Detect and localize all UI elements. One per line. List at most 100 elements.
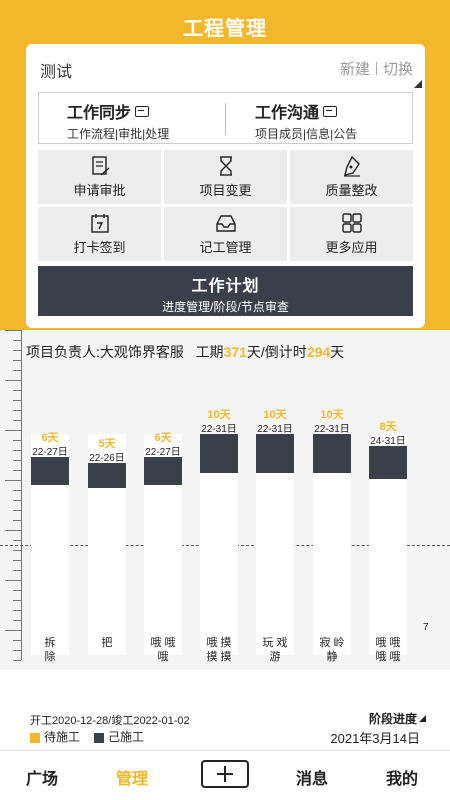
project-actions: 新建 切换 (340, 58, 413, 79)
bar-task-label: 把 (101, 637, 113, 649)
ruler-scale (0, 330, 22, 661)
legend-done-label: 己施工 (108, 730, 145, 744)
bar-task-label: 哦 哦 (375, 637, 401, 649)
bar-fill-completed (313, 434, 351, 473)
ruler-tick (5, 480, 21, 481)
bar-days-label: 6天 (154, 432, 172, 444)
schedule-bar[interactable] (369, 434, 407, 655)
bar-task-label: 哦 (157, 651, 169, 663)
work-comm-title: 工作沟通 (255, 105, 320, 122)
start-end-dates: 开工2020-12-28/竣工2022-01-02 (30, 715, 190, 727)
ruler-tick (13, 510, 21, 511)
bar-date-range: 22-26日 (89, 453, 125, 464)
bar-fill-completed (256, 434, 294, 473)
ruler-tick (13, 400, 21, 401)
page-indicator: 7 (423, 622, 429, 633)
tab-mine[interactable]: 我的 (386, 771, 419, 788)
schedule-bar[interactable] (144, 434, 182, 655)
grid-item-apply-approval[interactable]: 申请审批 (38, 150, 161, 204)
ruler-tick (13, 560, 21, 561)
tab-messages[interactable]: 消息 (296, 771, 329, 788)
grid-item-worklog[interactable]: 记工管理 (164, 207, 287, 261)
ruler-tick (13, 360, 21, 361)
bar-task-label: 游 (269, 651, 281, 663)
schedule-bar[interactable] (88, 434, 126, 655)
period-label: 工期 (195, 344, 224, 360)
work-sync-button[interactable]: 工作同步 工作流程|审批|处理 (67, 99, 169, 142)
legend-swatch-done (94, 732, 105, 743)
ruler-tick (13, 490, 21, 491)
chat-icon (135, 105, 150, 117)
project-card: 测试 新建 切换 工作同步 工作流程|审批|处理 工作沟通 项目成员|信息|公告… (26, 44, 425, 328)
work-sync-title: 工作同步 (67, 105, 132, 122)
tab-square[interactable]: 广场 (26, 771, 59, 788)
ruler-tick (13, 340, 21, 341)
triangle-icon (419, 715, 426, 722)
ruler-tick (13, 520, 21, 521)
legend-pending: 待施工 (30, 728, 80, 745)
countdown-value: 294 (306, 344, 331, 360)
countdown-unit: 天 (330, 344, 345, 360)
tab-manage[interactable]: 管理 (116, 771, 149, 788)
ruler-tick (13, 410, 21, 411)
divider (375, 62, 377, 75)
grid-item-quality-fix[interactable]: 质量整改 (290, 150, 413, 204)
project-name[interactable]: 测试 (40, 64, 73, 81)
ruler-tick (13, 440, 21, 441)
ruler-tick (5, 430, 21, 431)
schedule-bar[interactable] (313, 434, 351, 655)
stage-progress-button[interactable]: 阶段进度 (369, 710, 426, 727)
current-date: 2021年3月14日 (330, 731, 420, 746)
work-comm-button[interactable]: 工作沟通 项目成员|信息|公告 (255, 99, 357, 142)
ruler-tick (5, 330, 21, 331)
ruler-tick (13, 570, 21, 571)
bottom-tab-bar: 广场 管理 消息 我的 (0, 750, 450, 800)
bar-date-range: 22-31日 (257, 424, 293, 435)
ruler-tick (13, 650, 21, 651)
schedule-bar[interactable] (256, 434, 294, 655)
leader-name: 项目负责人:大观饰界客服 (26, 344, 184, 360)
grid-item-check-in[interactable]: 打卡签到 (38, 207, 161, 261)
bar-days-label: 10天 (263, 409, 287, 421)
legend-swatch-pending (30, 732, 40, 743)
bar-task-label: 哦 哦 (150, 637, 176, 649)
bar-task-label: 玩 戏 (262, 637, 288, 649)
bar-fill-completed (200, 434, 238, 473)
ruler-tick (5, 630, 21, 631)
page-title: 工程管理 (183, 18, 267, 40)
legend-done: 己施工 (94, 728, 144, 745)
grid-item-label: 质量整改 (325, 183, 378, 198)
ruler-tick (5, 530, 21, 531)
ruler-tick (13, 590, 21, 591)
work-plan-button[interactable]: 工作计划 进度管理/阶段/节点审查 (38, 266, 413, 316)
ruler-tick (13, 370, 21, 371)
schedule-bar[interactable] (200, 434, 238, 655)
bar-task-label: 拆 (44, 637, 56, 649)
switch-project-button[interactable]: 切换 (382, 61, 413, 78)
schedule-bar[interactable] (31, 434, 69, 655)
bar-date-range: 22-31日 (201, 424, 237, 435)
bottom-info-panel: 开工2020-12-28/竣工2022-01-02 阶段进度 待施工 己施工 2… (0, 670, 450, 750)
bar-task-label: 静 (326, 651, 338, 663)
bar-task-label: 哦 摸 (206, 637, 232, 649)
bar-date-range: 22-27日 (32, 447, 68, 458)
ruler-tick (13, 350, 21, 351)
grid-squares-icon (341, 213, 362, 233)
ruler-tick (13, 470, 21, 471)
grid-item-more-apps[interactable]: 更多应用 (290, 207, 413, 261)
bar-days-label: 6天 (41, 432, 59, 444)
hourglass-icon (219, 156, 232, 176)
grid-item-label: 更多应用 (325, 240, 378, 255)
grid-item-project-change[interactable]: 项目变更 (164, 150, 287, 204)
bar-date-range: 24-31日 (370, 436, 406, 447)
work-plan-subtitle: 进度管理/阶段/节点审查 (162, 300, 289, 314)
period-unit: 天/倒计时 (246, 344, 307, 360)
bar-fill-completed (144, 457, 182, 485)
inbox-tray-icon (215, 215, 236, 232)
new-project-button[interactable]: 新建 (339, 61, 370, 78)
add-button[interactable] (201, 760, 249, 788)
ruler-tick (13, 390, 21, 391)
ruler-tick (13, 500, 21, 501)
pen-nib-icon (343, 155, 360, 177)
bar-fill-completed (369, 446, 407, 479)
